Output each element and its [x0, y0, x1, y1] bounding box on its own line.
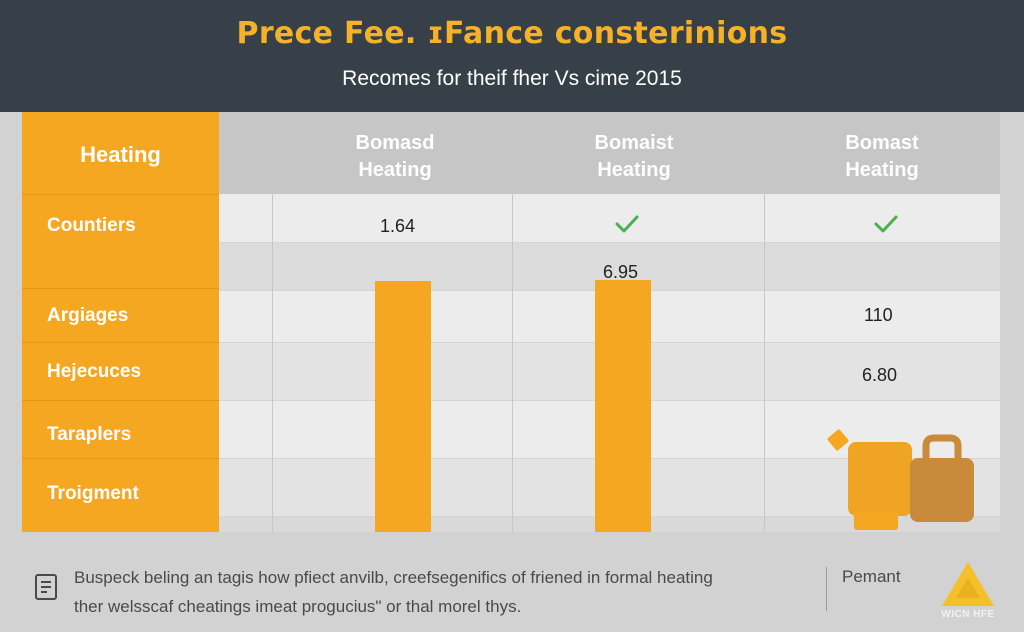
column-header-1-line1: Bomasd: [355, 132, 435, 154]
bar-bomaist-heating: [595, 280, 651, 532]
document-icon: [35, 574, 57, 600]
column-header-1: Bomasd Heating: [294, 130, 496, 184]
cell-value-110: 110: [864, 305, 893, 325]
logo-text: WICN HFE: [941, 609, 995, 620]
row-header-divider: [22, 194, 219, 195]
column-header-3: Bomast Heating: [780, 130, 984, 184]
table-row: [22, 516, 1000, 532]
check-icon: [615, 215, 639, 233]
page-subtitle: Recomes for theif fher Vs cime 2015: [342, 67, 682, 90]
footer-right-label: Pemant: [842, 567, 901, 586]
fuel-bag-icon: [827, 429, 974, 530]
check-icon: [874, 215, 898, 233]
footer-line-2: ther welsscaf cheatings imeat progucius"…: [74, 597, 522, 616]
row-header-divider: [22, 342, 219, 343]
cell-value-1-64: 1.64: [380, 216, 416, 236]
column-divider: [272, 112, 273, 532]
corner-header: Heating: [80, 142, 161, 167]
row-divider: [22, 400, 1000, 401]
row-header-divider: [22, 458, 219, 459]
column-header-3-line1: Bomast: [845, 132, 919, 154]
column-divider: [512, 112, 513, 532]
logo-icon: [942, 562, 994, 606]
column-header-2-line1: Bomaist: [594, 132, 674, 154]
footer-description: Buspeck beling an tagis how pfiect anvil…: [74, 563, 824, 621]
column-header-2-line2: Heating: [597, 159, 671, 181]
cell-value-6-95: 6.95: [603, 262, 639, 282]
row-label-hejecuces: Hejecuces: [47, 361, 142, 382]
row-label-troigment: Troigment: [47, 483, 139, 504]
row-header-divider: [22, 288, 219, 289]
header-banner: [0, 0, 1024, 112]
page-title: Prece Fee. ɪFance consterinions: [236, 16, 788, 51]
row-label-argiages: Argiages: [47, 305, 129, 326]
row-header-divider: [22, 400, 219, 401]
bar-bomasd-heating: [375, 281, 431, 532]
row-divider: [22, 242, 1000, 243]
row-divider: [22, 290, 1000, 291]
row-header-column: Heating Countiers Argiages Hejecuces Tar…: [22, 112, 219, 532]
row-divider: [22, 342, 1000, 343]
row-divider: [22, 458, 1000, 459]
row-label-taraplers: Taraplers: [47, 424, 132, 445]
row-divider: [22, 516, 1000, 517]
footer-line-1: Buspeck beling an tagis how pfiect anvil…: [74, 568, 713, 587]
column-header-2: Bomaist Heating: [532, 130, 736, 184]
column-header-1-line2: Heating: [358, 159, 432, 181]
cell-value-6-80: 6.80: [862, 365, 898, 385]
column-header-3-line2: Heating: [845, 159, 919, 181]
footer-divider: [826, 567, 827, 611]
column-divider: [764, 112, 765, 532]
row-label-countiers: Countiers: [47, 215, 136, 236]
